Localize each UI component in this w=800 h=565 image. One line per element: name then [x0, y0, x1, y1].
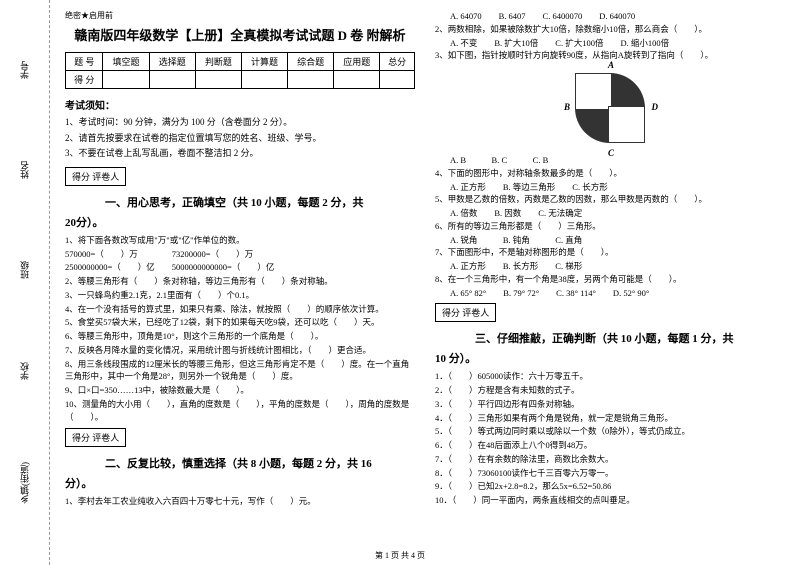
th: 总分 — [380, 53, 415, 71]
question: 2500000000=（ ）亿 5000000000000=（ ）亿 — [65, 261, 415, 274]
section2-sub: 分）。 — [65, 475, 415, 491]
table-row: 得 分 — [66, 71, 415, 89]
judge-item: 3．（ ）平行四边形有四条对称轴。 — [435, 398, 785, 411]
options: A. 不变 B. 扩大10倍 C. 扩大100倍 D. 缩小100倍 — [450, 37, 785, 50]
judge-item: 1．（ ）605000读作：六十万零五千。 — [435, 370, 785, 383]
question: 2、两数相除，如果被除数扩大10倍，除数缩小10倍，那么商会（ ）。 — [435, 23, 785, 36]
label-a: A — [608, 60, 614, 70]
question: 10、测量角的大小用（ ），直角的度数是（ ），平角的度数是（ ），周角的度数是… — [65, 398, 415, 424]
content-area: 绝密★启用前 赣南版四年级数学【上册】全真模拟考试试题 D 卷 附解析 题 号 … — [50, 0, 800, 565]
td — [288, 71, 334, 89]
score-box: 得分 评卷人 — [435, 303, 496, 322]
secret-label: 绝密★启用前 — [65, 10, 415, 21]
td — [149, 71, 195, 89]
section2-title: 二、反复比较，慎重选择（共 8 小题，每题 2 分，共 16 — [65, 455, 415, 471]
question: 1、将下面各数改写成用"万"或"亿"作单位的数。 — [65, 234, 415, 247]
question: 3、一只蜂鸟约重2.1克，2.1里面有（ ）个0.1。 — [65, 289, 415, 302]
td — [334, 71, 380, 89]
question: 6、等腰三角形中，顶角是10°，则这个三角形的一个底角是（ ）。 — [65, 330, 415, 343]
score-box: 得分 评卷人 — [65, 428, 126, 447]
options: A. B B. C C. B — [450, 154, 785, 167]
td: 得 分 — [66, 71, 103, 89]
options: A. 64070 B. 6407 C. 6400070 D. 640070 — [450, 10, 785, 23]
sidebar-label: 学号 — [18, 61, 31, 79]
question: 5、甲数是乙数的倍数，丙数是乙数的因数，那么甲数是丙数的（ ）。 — [435, 193, 785, 206]
notice-title: 考试须知： — [65, 97, 415, 112]
question: 1、李村去年工农业纯收入六百四十万零七十元，写作（ ）元。 — [65, 495, 415, 508]
judge-item: 9．（ ）已知2x+2.8=8.2，那么5x=6.52=50.86 — [435, 480, 785, 493]
section3-sub: 10 分）。 — [435, 350, 785, 366]
td — [241, 71, 287, 89]
options: A. 倍数 B. 因数 C. 无法确定 — [450, 207, 785, 220]
th: 计算题 — [241, 53, 287, 71]
question: 6、所有的等边三角形都是（ ）三角形。 — [435, 220, 785, 233]
question: 4、下面的图形中，对称轴条数最多的是（ ）。 — [435, 167, 785, 180]
th: 题 号 — [66, 53, 103, 71]
binding-sidebar: 学号 姓名 班级 学校 乡镇(街道) — [0, 0, 50, 565]
options: A. 正方形 B. 长方形 C. 梯形 — [450, 260, 785, 273]
judge-item: 10．（ ）同一平面内，两条直线相交的点叫垂足。 — [435, 494, 785, 507]
sidebar-label: 班级 — [18, 261, 31, 279]
question: 7、反映各月降水量的变化情况，采用统计图与折线统计图相比，（ ）更合适。 — [65, 344, 415, 357]
question: 9、口×口=350……13中，被除数最大是（ ）。 — [65, 384, 415, 397]
th: 综合题 — [288, 53, 334, 71]
th: 填空题 — [103, 53, 149, 71]
right-column: A. 64070 B. 6407 C. 6400070 D. 640070 2、… — [435, 10, 785, 555]
question: 4、在一个没有括号的算式里，如果只有乘、除法，就按照（ ）的顺序依次计算。 — [65, 303, 415, 316]
sidebar-label: 学校 — [18, 362, 31, 380]
question: 2、等腰三角形有（ ）条对称轴，等边三角形有（ ）条对称轴。 — [65, 275, 415, 288]
judge-item: 8．（ ）73060100读作七千三百零六万零一。 — [435, 467, 785, 480]
options: A. 65° 82° B. 79° 72° C. 38° 114° D. 52°… — [450, 287, 785, 300]
section1-sub: 20分）。 — [65, 214, 415, 230]
table-row: 题 号 填空题 选择题 判断题 计算题 综合题 应用题 总分 — [66, 53, 415, 71]
score-box: 得分 评卷人 — [65, 167, 126, 186]
th: 判断题 — [195, 53, 241, 71]
options: A. 锐角 B. 钝角 C. 直角 — [450, 234, 785, 247]
judge-item: 6．（ ）在48后面添上八个0得到48万。 — [435, 439, 785, 452]
exam-page: 学号 姓名 班级 学校 乡镇(街道) 绝密★启用前 赣南版四年级数学【上册】全真… — [0, 0, 800, 565]
circle-icon — [575, 73, 645, 143]
label-b: B — [564, 102, 570, 112]
judge-item: 2．（ ）方程是含有未知数的式子。 — [435, 384, 785, 397]
label-d: D — [652, 102, 659, 112]
question: 570000=（ ）万 73200000=（ ）万 — [65, 248, 415, 261]
exam-title: 赣南版四年级数学【上册】全真模拟考试试题 D 卷 附解析 — [65, 25, 415, 44]
judge-item: 4．（ ）三角形如果有两个角是锐角，就一定是锐角三角形。 — [435, 412, 785, 425]
judge-item: 7．（ ）在有余数的除法里，商数比余数大。 — [435, 453, 785, 466]
th: 应用题 — [334, 53, 380, 71]
compass-diagram: A B C D — [570, 68, 650, 148]
section1-title: 一、用心思考，正确填空（共 10 小题，每题 2 分，共 — [65, 194, 415, 210]
notice-item: 2、请首先按要求在试卷的指定位置填写您的姓名、班级、学号。 — [65, 132, 415, 145]
question: 5、食堂买57袋大米，已经吃了12袋，剩下的如果每天吃9袋，还可以吃（ ）天。 — [65, 316, 415, 329]
td — [195, 71, 241, 89]
notice-item: 3、不要在试卷上乱写乱画，卷面不整洁扣 2 分。 — [65, 147, 415, 160]
notice-item: 1、考试时间：90 分钟，满分为 100 分（含卷面分 2 分）。 — [65, 116, 415, 129]
th: 选择题 — [149, 53, 195, 71]
section3-title: 三、仔细推敲，正确判断（共 10 小题，每题 1 分，共 — [435, 330, 785, 346]
sidebar-label: 姓名 — [18, 161, 31, 179]
question: 8、用三条线段围成的12厘米长的等腰三角形，但这三角形肯定不是（ ）度。在一个直… — [65, 358, 415, 384]
td — [103, 71, 149, 89]
question: 7、下面图形中，不是轴对称图形的是（ ）。 — [435, 246, 785, 259]
score-table: 题 号 填空题 选择题 判断题 计算题 综合题 应用题 总分 得 分 — [65, 52, 415, 89]
td — [380, 71, 415, 89]
judge-item: 5．（ ）等式两边同时乘以或除以一个数（0除外），等式仍成立。 — [435, 425, 785, 438]
options: A. 正方形 B. 等边三角形 C. 长方形 — [450, 181, 785, 194]
page-footer: 第 1 页 共 4 页 — [0, 550, 800, 561]
label-c: C — [608, 148, 614, 158]
sidebar-label: 乡镇(街道) — [18, 462, 31, 504]
question: 8、在一个三角形中，有一个角是38度，另两个角可能是（ ）。 — [435, 273, 785, 286]
left-column: 绝密★启用前 赣南版四年级数学【上册】全真模拟考试试题 D 卷 附解析 题 号 … — [65, 10, 415, 555]
